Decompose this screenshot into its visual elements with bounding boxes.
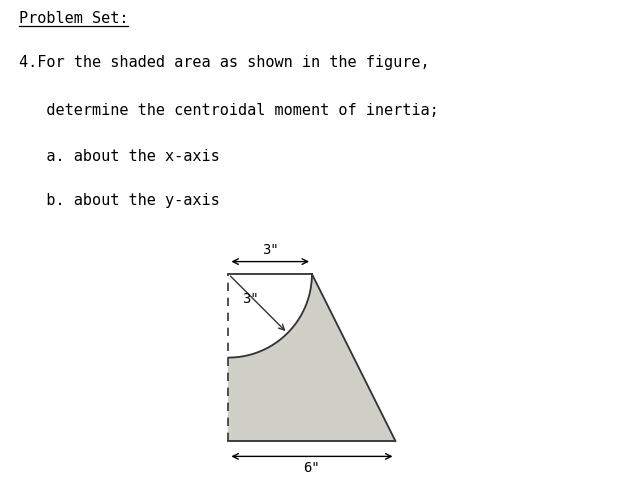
Text: b. about the y-axis: b. about the y-axis xyxy=(19,193,220,208)
Text: determine the centroidal moment of inertia;: determine the centroidal moment of inert… xyxy=(19,103,439,118)
Text: 4.For the shaded area as shown in the figure,: 4.For the shaded area as shown in the fi… xyxy=(19,55,429,70)
Text: a. about the x-axis: a. about the x-axis xyxy=(19,149,220,164)
Text: 3": 3" xyxy=(262,244,279,258)
Text: 3": 3" xyxy=(242,292,259,306)
Text: Problem Set:: Problem Set: xyxy=(19,11,128,26)
Polygon shape xyxy=(228,274,396,441)
Text: 6": 6" xyxy=(304,461,321,474)
